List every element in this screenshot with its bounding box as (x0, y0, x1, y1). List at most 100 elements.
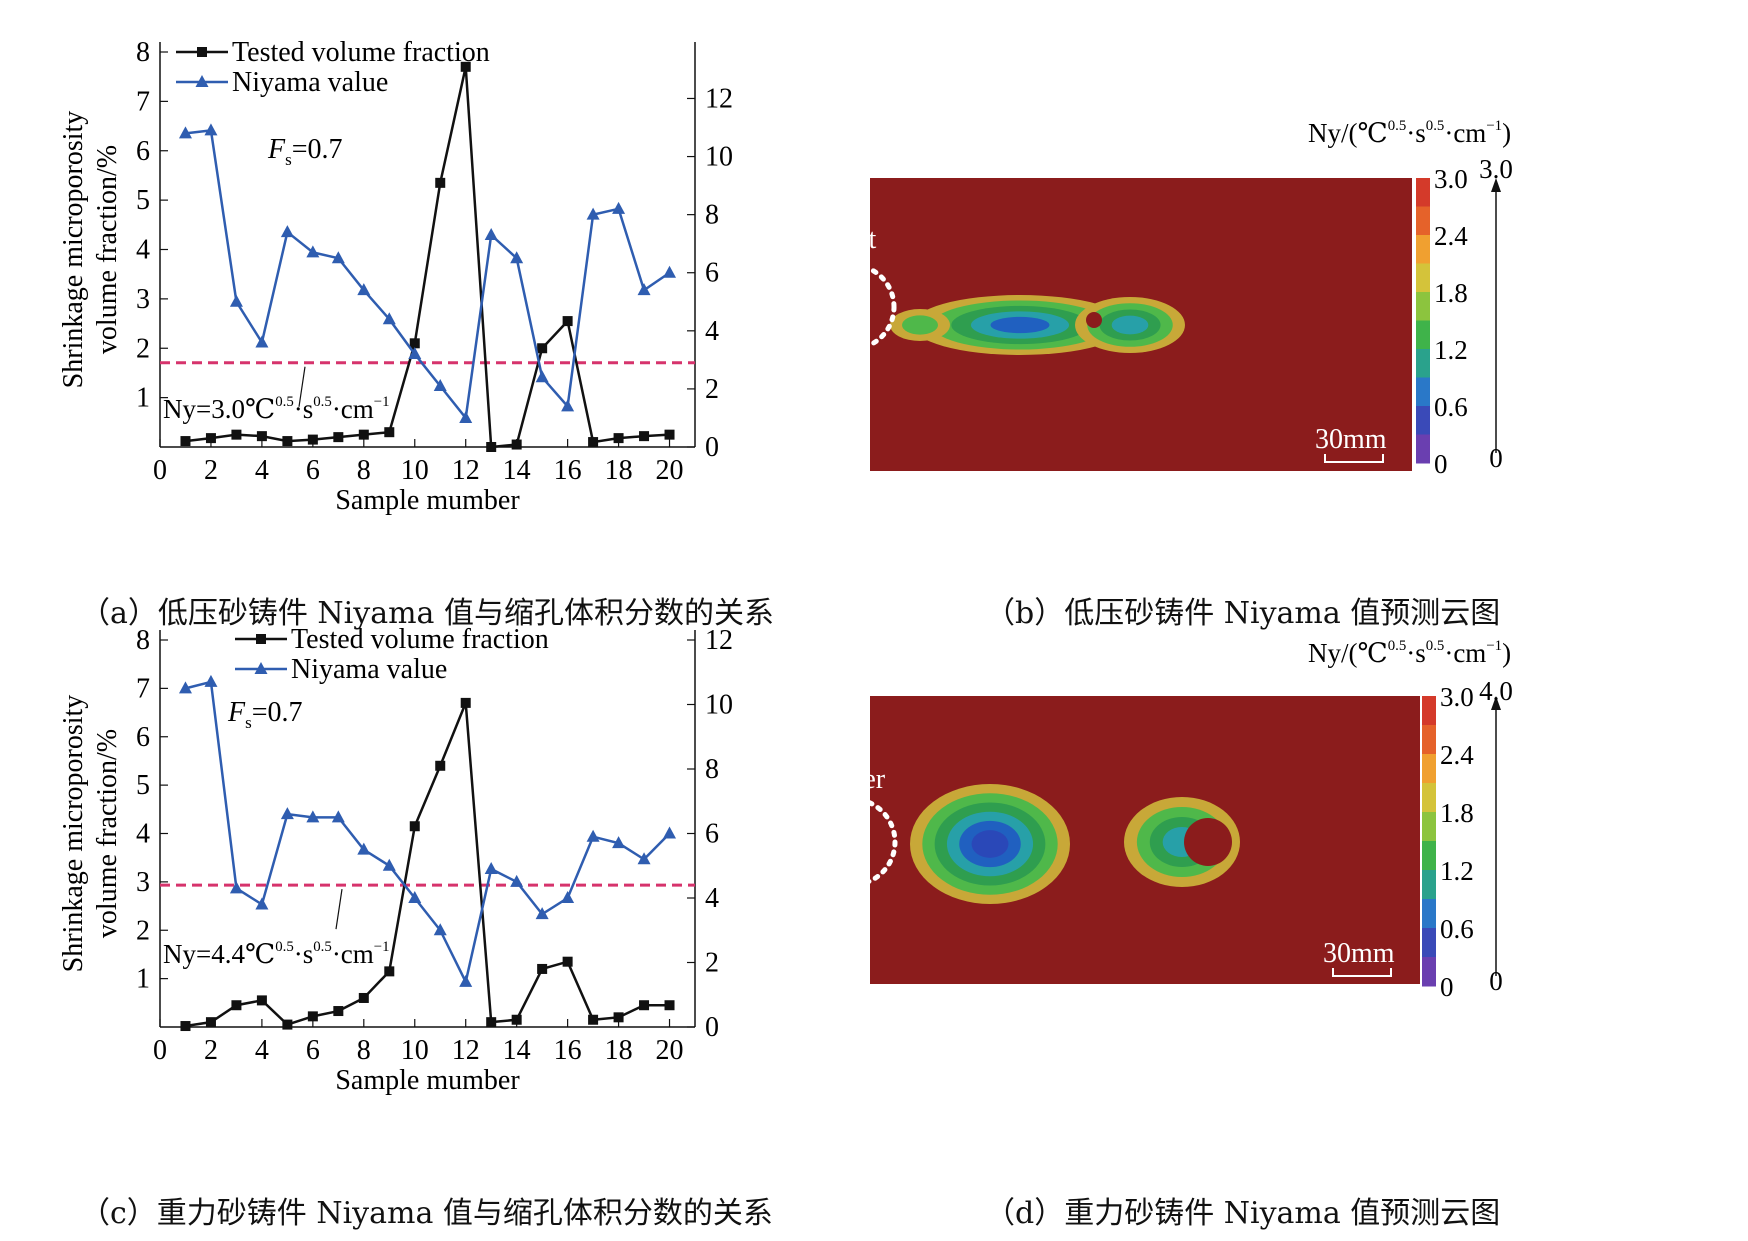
contour-region (902, 315, 938, 335)
x-tick-label: 2 (204, 455, 218, 486)
x-tick-label: 0 (153, 455, 167, 486)
threshold-label-part: 0.5 (275, 939, 294, 955)
series-line-0 (185, 702, 670, 1028)
x-tick-label: 0 (153, 1035, 167, 1066)
colorbar-title-part: 0.5 (1426, 638, 1445, 654)
data-point-triangle (535, 907, 549, 920)
y2-tick-label: 10 (705, 142, 733, 173)
data-point-square (333, 432, 344, 443)
data-point-triangle (637, 852, 651, 865)
y2-tick-label: 6 (705, 258, 719, 289)
data-point-square (231, 1000, 242, 1011)
colorbar-tick-label: 1.8 (1434, 278, 1468, 308)
data-point-square (664, 1000, 675, 1011)
colorbar-tick-label: 2.4 (1440, 740, 1474, 770)
colorbar-tick-label: 0.6 (1434, 392, 1468, 422)
arrow-top-label: 4.0 (1479, 676, 1513, 706)
y-tick-label: 4 (136, 819, 150, 850)
y-tick-label: 7 (136, 673, 150, 704)
data-point-square (435, 760, 446, 771)
scale-label: 30mm (1323, 938, 1395, 969)
threshold-label: Ny=3.0℃0.5·s0.5·cm−1 (163, 394, 390, 424)
legend-label: Tested volume fraction (291, 624, 549, 655)
data-point-triangle (586, 207, 600, 220)
contour-d: Ny/(℃0.5·s0.5·cm−1)Niyama value/(℃0.5·s0… (870, 638, 1513, 1002)
colorbar-tick-label: 0 (1434, 449, 1448, 479)
fs-annotation-part: =0.7 (292, 134, 343, 165)
data-point-square (307, 1011, 318, 1022)
colorbar-title-part: ) (1502, 118, 1511, 148)
data-point-triangle (357, 842, 371, 855)
colorbar-title: Ny/(℃0.5·s0.5·cm−1) (1308, 638, 1511, 668)
threshold-label-part: ·cm (332, 939, 374, 969)
legend-marker-triangle (195, 75, 209, 87)
y-axis-label-line2: volume fraction/% (92, 145, 123, 354)
y-tick-label: 5 (136, 185, 150, 216)
data-point-triangle (663, 265, 677, 278)
contour-region (1111, 315, 1149, 335)
fs-annotation-part: s (245, 713, 252, 732)
legend-marker-triangle (254, 662, 268, 674)
fs-annotation: Fs=0.7 (227, 697, 303, 732)
data-point-triangle (178, 681, 192, 694)
colorbar-segment (1416, 263, 1430, 293)
threshold-label-part: Ny=4.4℃ (163, 939, 275, 969)
contour-b: Ny/(℃0.5·s0.5·cm−1)Niyama value/(℃0.5·s0… (870, 118, 1513, 479)
x-tick-label: 12 (452, 1035, 480, 1066)
data-point-triangle (408, 891, 422, 903)
y2-tick-label: 0 (705, 432, 719, 463)
colorbar-title-part: −1 (1486, 638, 1502, 654)
data-point-square (409, 338, 420, 349)
colorbar-title-part: ·cm (1444, 638, 1486, 668)
data-point-square (613, 1012, 624, 1023)
colorbar-tick-label: 0.6 (1440, 914, 1474, 944)
colorbar-title-part: 0.5 (1426, 118, 1445, 134)
y2-tick-label: 4 (705, 883, 719, 914)
y-tick-label: 6 (136, 136, 150, 167)
x-tick-label: 12 (452, 455, 480, 486)
data-point-triangle (204, 123, 218, 136)
data-point-square (409, 821, 420, 832)
threshold-label-part: −1 (374, 939, 390, 955)
data-point-triangle (433, 379, 447, 392)
colorbar-segment (1416, 178, 1430, 207)
scale-bar (1324, 454, 1384, 463)
data-point-square (639, 431, 650, 442)
fs-annotation-part: F (267, 134, 286, 165)
arrow-bottom-label: 0 (1489, 443, 1503, 473)
y-axis-label-line2: volume fraction/% (92, 729, 123, 938)
data-point-triangle (561, 891, 575, 903)
caption-d: （d）重力砂铸件 Niyama 值预测云图 (985, 1196, 1501, 1231)
x-tick-label: 8 (357, 455, 371, 486)
data-point-square (358, 992, 369, 1003)
data-point-triangle (255, 897, 269, 910)
scale-bar (1332, 968, 1392, 977)
data-point-square (486, 1017, 497, 1028)
data-point-square (256, 995, 267, 1006)
y-tick-label: 6 (136, 722, 150, 753)
region-label: Riser (870, 764, 886, 795)
data-point-triangle (510, 251, 524, 264)
series-line-1 (185, 680, 671, 986)
y2-tick-label: 4 (705, 316, 719, 347)
colorbar-segment (1422, 783, 1436, 813)
y-tick-label: 2 (136, 333, 150, 364)
data-point-triangle (484, 227, 498, 240)
colorbar-tick-label: 3.0 (1440, 682, 1474, 712)
data-point-square (537, 343, 548, 354)
x-tick-label: 20 (656, 1035, 684, 1066)
colorbar-tick-label: 2.4 (1434, 221, 1468, 251)
colorbar-tick-label: 1.8 (1440, 798, 1474, 828)
colorbar-title-part: ·s (1406, 118, 1426, 148)
colorbar-title-part: ·cm (1444, 118, 1486, 148)
colorbar-segment (1422, 957, 1436, 987)
legend-label: Niyama value (232, 67, 388, 98)
y2-tick-label: 0 (705, 1012, 719, 1043)
data-point-square (460, 697, 471, 708)
colorbar-segment (1416, 349, 1430, 378)
data-point-square (231, 429, 242, 440)
data-point-square (282, 436, 293, 447)
x-tick-label: 4 (255, 1035, 269, 1066)
data-point-square (435, 177, 446, 188)
region-label: Inlet (870, 224, 877, 255)
